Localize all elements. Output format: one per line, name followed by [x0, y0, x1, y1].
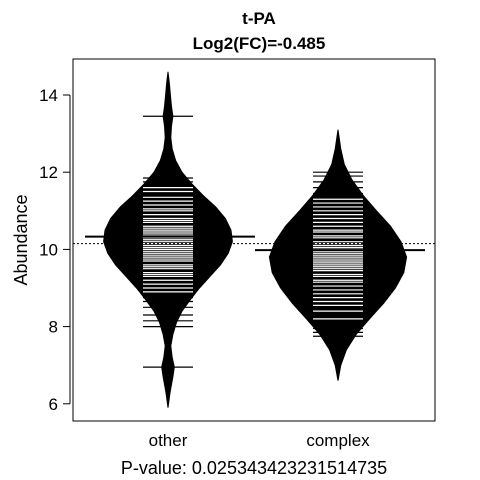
x-axis: other complex [149, 431, 371, 450]
y-tick-label: 6 [49, 395, 58, 414]
x-tick-label-other: other [149, 431, 188, 450]
y-tick-label: 10 [39, 240, 58, 259]
y-axis-label: Abundance [11, 194, 31, 285]
y-tick-label: 14 [39, 86, 58, 105]
plot-frame [72, 58, 436, 422]
y-tick-label: 12 [39, 163, 58, 182]
y-tick-label: 8 [49, 318, 58, 337]
x-axis-label: P-value: 0.025343423231514735 [121, 458, 387, 478]
chart-title: t-PA [242, 9, 276, 28]
x-tick-label-complex: complex [306, 431, 370, 450]
beans-layer [73, 71, 435, 408]
chart-subtitle: Log2(FC)=-0.485 [193, 34, 326, 53]
y-axis: 6 8 10 12 14 [39, 86, 71, 414]
